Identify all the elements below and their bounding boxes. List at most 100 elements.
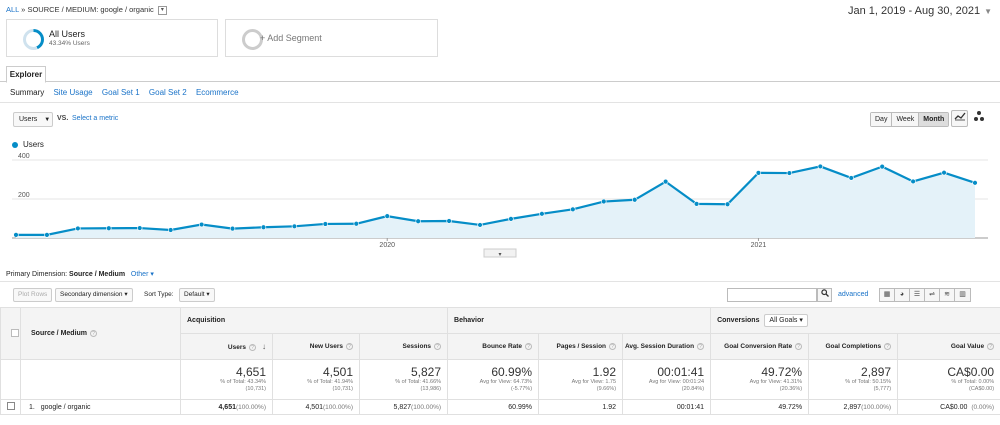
total-context: % of Total: 50.15% bbox=[845, 379, 892, 385]
data-point bbox=[508, 216, 514, 222]
x-tick-label: 2020 bbox=[379, 242, 395, 249]
data-point bbox=[353, 221, 359, 227]
row-value: CA$0.00 bbox=[940, 403, 968, 411]
column-header-pages-per-session[interactable]: Pages / Session? bbox=[538, 333, 624, 360]
row-value: 00:01:41 bbox=[676, 403, 705, 411]
total-cell: 49.72% Avg for View: 41.31% (20.36%) bbox=[710, 359, 810, 400]
row-cell: 00:01:41 bbox=[622, 399, 712, 415]
add-segment-button[interactable]: + Add Segment bbox=[225, 19, 438, 57]
row-value: 4,501 bbox=[305, 403, 323, 411]
chevron-down-icon[interactable]: ▾ bbox=[157, 5, 167, 15]
total-value: CA$0.00 bbox=[947, 365, 995, 379]
data-point bbox=[415, 218, 421, 224]
secondary-dimension-select[interactable]: Secondary dimension ▾ bbox=[55, 288, 133, 302]
help-icon[interactable]: ? bbox=[609, 343, 617, 350]
data-table-view-icon[interactable]: ▦ bbox=[880, 289, 895, 301]
y-tick-label: 200 bbox=[18, 192, 30, 199]
chevron-down-icon: ▼ bbox=[44, 117, 51, 123]
segment-percentage: 43.34% Users bbox=[49, 40, 90, 47]
subtab-summary[interactable]: Summary bbox=[10, 88, 45, 97]
total-value: 60.99% bbox=[491, 365, 533, 379]
primary-dimension-value[interactable]: Source / Medium bbox=[69, 271, 126, 278]
percentage-view-icon[interactable]: ◕ bbox=[895, 289, 910, 301]
column-header-goal-completions[interactable]: Goal Completions? bbox=[808, 333, 899, 360]
goal-select-value: All Goals bbox=[769, 317, 798, 324]
data-point bbox=[570, 206, 576, 213]
total-context: (13,986) bbox=[420, 385, 442, 392]
data-point bbox=[972, 180, 978, 186]
column-header-sessions[interactable]: Sessions? bbox=[358, 333, 449, 360]
series-line bbox=[16, 165, 976, 236]
help-icon[interactable]: ? bbox=[434, 343, 442, 350]
row-dimension-cell: 1. google / organic bbox=[20, 399, 181, 415]
plot-rows-button[interactable]: Plot Rows bbox=[13, 288, 53, 302]
help-icon[interactable]: ? bbox=[795, 343, 803, 350]
primary-dimension-label: Primary Dimension: bbox=[6, 271, 68, 278]
column-header-new-users[interactable]: New Users? bbox=[272, 333, 360, 360]
period-toggle: Day Week Month bbox=[870, 112, 950, 127]
pivot-view-icon[interactable]: ▥ bbox=[955, 289, 970, 301]
help-icon[interactable]: ? bbox=[697, 343, 705, 350]
column-header-label: Goal Conversion Rate bbox=[724, 343, 793, 350]
breadcrumb-all-link[interactable]: ALL bbox=[6, 5, 20, 14]
row-checkbox[interactable] bbox=[6, 402, 15, 410]
subtab-goal-set-1[interactable]: Goal Set 1 bbox=[101, 88, 140, 97]
segment-all-users[interactable]: All Users 43.34% Users bbox=[6, 19, 218, 57]
column-header-users[interactable]: Users? ↓ bbox=[180, 333, 273, 360]
search-icon[interactable] bbox=[817, 288, 832, 302]
legend-swatch bbox=[12, 141, 18, 148]
comparison-view-icon[interactable]: ⇌ bbox=[925, 289, 940, 301]
performance-view-icon[interactable]: ☰ bbox=[910, 289, 925, 301]
row-cell: 49.72% bbox=[710, 399, 810, 415]
help-icon[interactable]: ? bbox=[249, 344, 256, 351]
term-cloud-view-icon[interactable]: ≋ bbox=[940, 289, 955, 301]
period-month-button[interactable]: Month bbox=[919, 113, 949, 126]
data-point bbox=[106, 225, 112, 231]
data-point bbox=[724, 201, 731, 207]
period-week-button[interactable]: Week bbox=[892, 113, 920, 126]
help-icon[interactable]: ? bbox=[884, 343, 892, 350]
period-day-button[interactable]: Day bbox=[871, 113, 893, 126]
dimension-header: Source / Medium? bbox=[20, 307, 181, 360]
column-header-label: Bounce Rate bbox=[482, 343, 523, 350]
advanced-filter-link[interactable]: advanced bbox=[838, 291, 869, 298]
sort-type-select[interactable]: Default ▾ bbox=[179, 288, 215, 302]
total-cell: 1.92 Avg for View: 1.75 (9.66%) bbox=[538, 359, 624, 400]
column-header-goal-conversion-rate[interactable]: Goal Conversion Rate? bbox=[710, 333, 810, 360]
line-chart-icon[interactable] bbox=[951, 110, 968, 127]
total-cell: 4,651% of Total: 43.34% (10,731) bbox=[180, 359, 273, 400]
breadcrumb-separator: » bbox=[21, 5, 26, 14]
chevron-down-icon: ▾ bbox=[498, 252, 501, 258]
total-value: 5,827 bbox=[411, 365, 442, 379]
data-point bbox=[198, 221, 205, 228]
totals-row: 4,651% of Total: 43.34% (10,731) 4,501% o… bbox=[0, 359, 1000, 400]
row-dimension-link[interactable]: google / organic bbox=[40, 403, 91, 411]
data-point bbox=[848, 175, 854, 181]
row-percent: (0.00%) bbox=[971, 403, 995, 411]
select-metric-link[interactable]: Select a metric bbox=[72, 115, 119, 122]
subtab-site-usage[interactable]: Site Usage bbox=[53, 88, 93, 97]
total-context: Avg for View: 41.31% bbox=[749, 379, 803, 385]
column-header-avg-session-duration[interactable]: Avg. Session Duration? bbox=[622, 333, 712, 360]
primary-dimension-other[interactable]: Other bbox=[130, 271, 149, 278]
date-range-picker[interactable]: Jan 1, 2019 - Aug 30, 2021 ▼ bbox=[848, 5, 992, 17]
subtab-ecommerce[interactable]: Ecommerce bbox=[195, 88, 239, 97]
date-range-label: Jan 1, 2019 - Aug 30, 2021 bbox=[847, 5, 981, 17]
column-header-goal-value[interactable]: Goal Value? bbox=[897, 333, 1000, 360]
table-search-input[interactable] bbox=[727, 288, 817, 302]
total-cell: 00:01:41 Avg for View: 00:01:24 (20.84%) bbox=[622, 359, 712, 400]
subtab-goal-set-2[interactable]: Goal Set 2 bbox=[148, 88, 187, 97]
help-icon[interactable]: ? bbox=[90, 330, 98, 337]
help-icon[interactable]: ? bbox=[525, 343, 533, 350]
tab-explorer[interactable]: Explorer bbox=[6, 66, 46, 83]
row-percent: (100.00%) bbox=[411, 403, 442, 411]
goal-select[interactable]: All Goals ▾ bbox=[764, 314, 808, 327]
select-all-checkbox[interactable] bbox=[11, 328, 19, 337]
total-context: % of Total: 43.34% bbox=[220, 379, 266, 385]
motion-chart-icon[interactable] bbox=[970, 110, 987, 127]
row-cell: 2,897(100.00%) bbox=[808, 399, 899, 415]
help-icon[interactable]: ? bbox=[346, 343, 353, 350]
metric-select[interactable]: Users ▼ bbox=[13, 112, 53, 127]
column-header-bounce-rate[interactable]: Bounce Rate? bbox=[447, 333, 540, 360]
help-icon[interactable]: ? bbox=[987, 343, 995, 350]
